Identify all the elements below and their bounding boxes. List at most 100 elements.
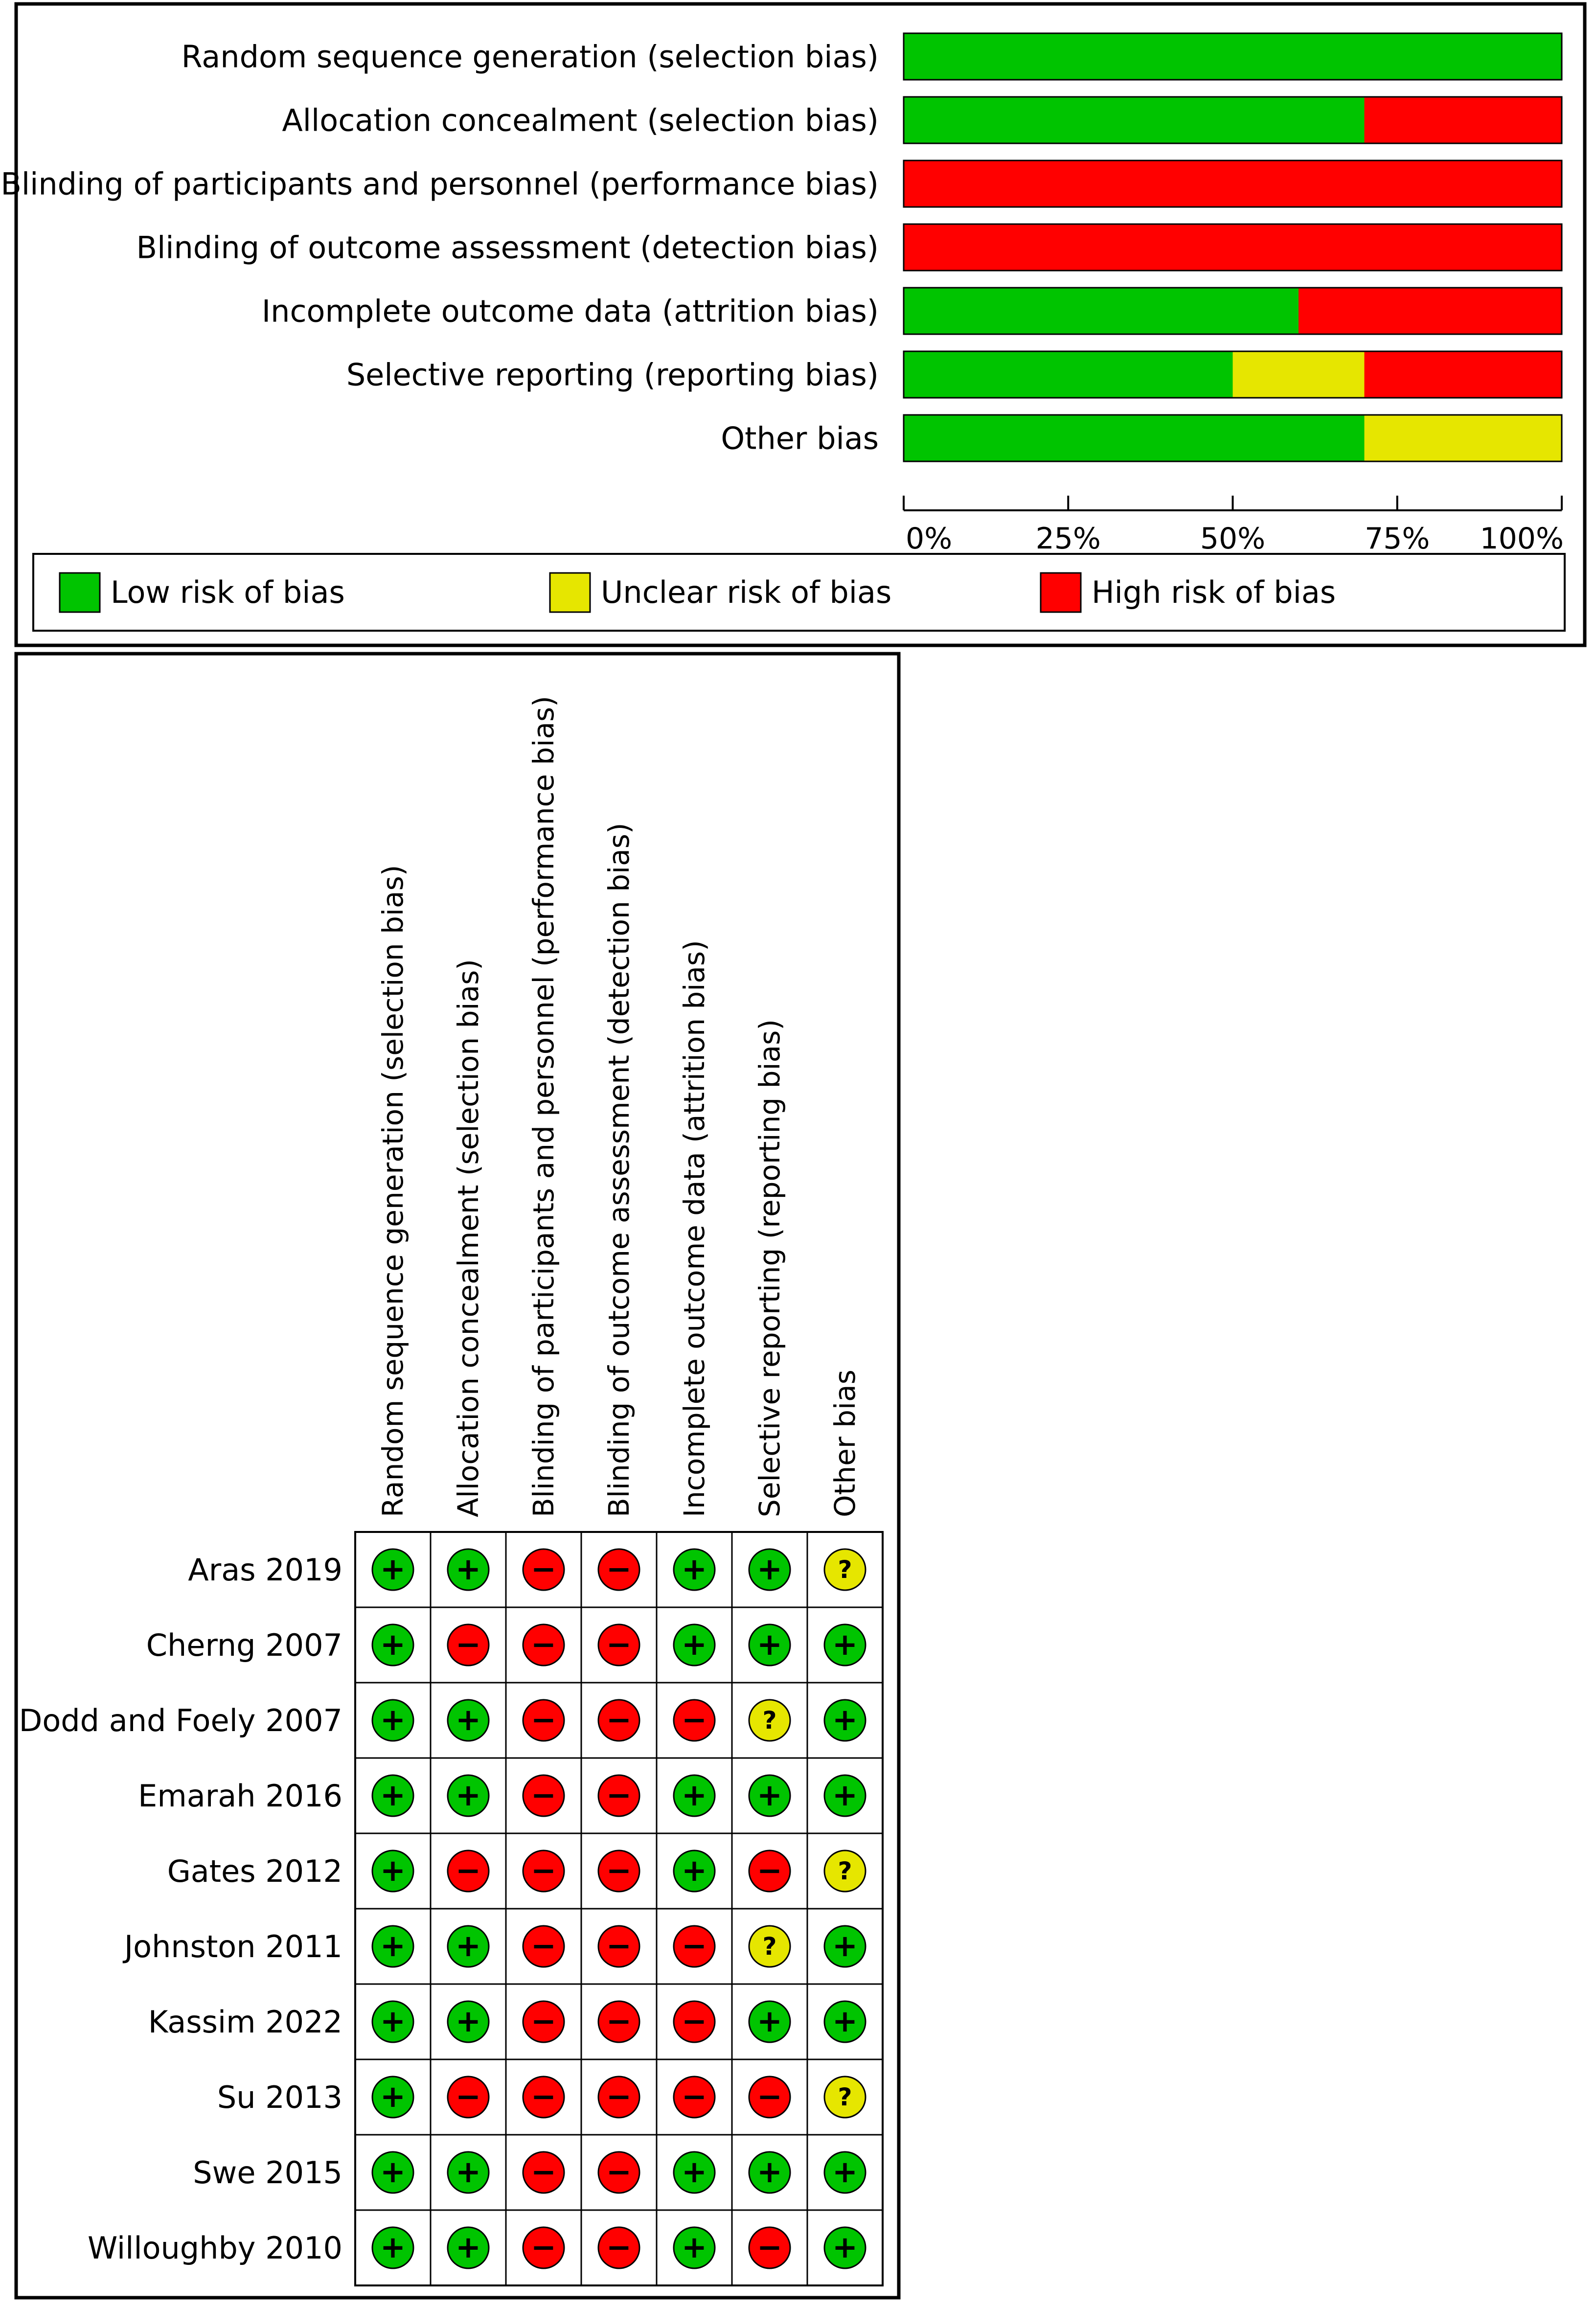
rating-high-symbol: − xyxy=(682,1928,707,1964)
rating-low-circle xyxy=(748,2151,791,2194)
rating-high-symbol: − xyxy=(531,1626,556,1662)
rating-low-circle xyxy=(823,1925,866,1968)
rating-low-circle xyxy=(371,1699,414,1742)
rating-low-circle xyxy=(447,2226,490,2269)
column-header: Incomplete outcome data (attrition bias) xyxy=(678,940,711,1517)
rating-high-circle xyxy=(597,2151,640,2194)
rating-high-circle xyxy=(597,1925,640,1968)
study-label: Emarah 2016 xyxy=(138,1778,342,1814)
rating-high-circle xyxy=(597,1774,640,1817)
rating-low-circle xyxy=(371,2000,414,2043)
rating-high-symbol: − xyxy=(531,1777,556,1813)
bar-outline xyxy=(903,350,1563,399)
rating-high-symbol: − xyxy=(531,1928,556,1964)
bar-segment-high-risk-of-bias xyxy=(904,224,1562,271)
rating-high-circle xyxy=(748,1849,791,1893)
legend-label: Low risk of bias xyxy=(111,574,345,610)
study-label: Gates 2012 xyxy=(167,1853,342,1889)
rating-low-symbol: + xyxy=(456,2229,481,2265)
rating-low-symbol: + xyxy=(757,2154,782,2190)
bar-segment-unclear-risk-of-bias xyxy=(1232,351,1365,398)
rating-low-circle xyxy=(748,1548,791,1591)
rating-high-symbol: − xyxy=(606,1702,632,1737)
bar-segment-high-risk-of-bias xyxy=(1364,351,1562,398)
rating-high-symbol: − xyxy=(682,2078,707,2114)
rating-unclear-symbol: ? xyxy=(838,1555,852,1584)
rating-high-circle xyxy=(522,2000,565,2043)
bar-outline xyxy=(903,414,1563,462)
summary-cells: + + − − + + ? + − − − + + + + + − − −? + + + − − + + + + − − − + − ? + + − − −… xyxy=(371,1548,866,2269)
rating-high-circle xyxy=(597,1849,640,1893)
rating-low-circle xyxy=(371,1548,414,1591)
rating-low-circle xyxy=(447,1699,490,1742)
rating-low-circle xyxy=(673,1548,716,1591)
rating-low-circle xyxy=(748,1623,791,1667)
column-header: Other bias xyxy=(828,1370,862,1517)
rating-low-symbol: + xyxy=(757,1626,782,1662)
rating-high-circle xyxy=(597,2076,640,2119)
rating-high-circle xyxy=(597,2226,640,2269)
rating-low-symbol: + xyxy=(832,2154,858,2190)
rating-low-circle xyxy=(447,1774,490,1817)
rating-low-circle xyxy=(371,1849,414,1893)
rating-low-circle xyxy=(447,1548,490,1591)
rating-low-symbol: + xyxy=(380,1928,406,1964)
category-label: Incomplete outcome data (attrition bias) xyxy=(262,294,879,329)
rating-low-symbol: + xyxy=(832,2003,858,2039)
rating-high-symbol: − xyxy=(682,1702,707,1737)
rating-low-circle xyxy=(823,1623,866,1667)
rating-low-symbol: + xyxy=(380,1777,406,1813)
legend-swatch-unclear-risk-of-bias xyxy=(549,572,591,613)
rating-high-circle xyxy=(597,1699,640,1742)
rating-high-symbol: − xyxy=(531,2078,556,2114)
rating-high-circle xyxy=(522,1623,565,1667)
rating-unclear-symbol: ? xyxy=(762,1932,776,1961)
rating-high-symbol: − xyxy=(456,1626,481,1662)
rating-low-circle xyxy=(371,2226,414,2269)
rating-low-circle xyxy=(371,1925,414,1968)
rating-high-symbol: − xyxy=(757,2229,782,2265)
rating-low-symbol: + xyxy=(380,1551,406,1587)
column-header: Selective reporting (reporting bias) xyxy=(753,1019,786,1517)
x-tick-label: 75% xyxy=(1365,522,1430,556)
rating-low-circle xyxy=(823,2226,866,2269)
rating-high-circle xyxy=(748,2226,791,2269)
column-header: Blinding of outcome assessment (detectio… xyxy=(602,822,636,1517)
category-label: Blinding of participants and personnel (… xyxy=(0,166,879,202)
rating-high-symbol: − xyxy=(606,2154,632,2190)
rating-high-symbol: − xyxy=(606,1551,632,1587)
rating-high-symbol: − xyxy=(606,1626,632,1662)
rating-high-symbol: − xyxy=(606,1852,632,1888)
rating-unclear-circle xyxy=(748,1925,791,1968)
rating-low-symbol: + xyxy=(456,2003,481,2039)
study-label: Aras 2019 xyxy=(188,1552,342,1588)
bar-segment-low-risk-of-bias xyxy=(904,288,1299,334)
rating-low-circle xyxy=(748,1774,791,1817)
rating-low-symbol: + xyxy=(682,1626,707,1662)
rating-high-symbol: − xyxy=(531,2154,556,2190)
summary-column-headers: Random sequence generation (selection bi… xyxy=(376,696,862,1517)
graph-x-axis: 0% 25% 50% 75% 100% xyxy=(903,496,1564,556)
rating-low-symbol: + xyxy=(757,2003,782,2039)
rating-high-circle xyxy=(748,2076,791,2119)
study-label: Su 2013 xyxy=(217,2079,342,2115)
category-label: Random sequence generation (selection bi… xyxy=(182,39,879,75)
rating-low-symbol: + xyxy=(682,2229,707,2265)
rating-low-symbol: + xyxy=(832,1626,858,1662)
rating-high-symbol: − xyxy=(682,2003,707,2039)
rating-low-circle xyxy=(673,2226,716,2269)
bar-outline xyxy=(903,96,1563,144)
rating-high-symbol: − xyxy=(606,2003,632,2039)
study-label: Swe 2015 xyxy=(193,2155,342,2191)
rating-low-circle xyxy=(823,2151,866,2194)
rating-low-symbol: + xyxy=(456,1702,481,1737)
study-label: Kassim 2022 xyxy=(148,2004,342,2040)
rating-low-symbol: + xyxy=(380,2154,406,2190)
rating-low-symbol: + xyxy=(380,1626,406,1662)
rating-high-symbol: − xyxy=(606,2229,632,2265)
rating-low-symbol: + xyxy=(380,2003,406,2039)
study-label: Dodd and Foely 2007 xyxy=(19,1703,342,1738)
study-label: Johnston 2011 xyxy=(122,1929,342,1964)
rating-high-circle xyxy=(673,1699,716,1742)
